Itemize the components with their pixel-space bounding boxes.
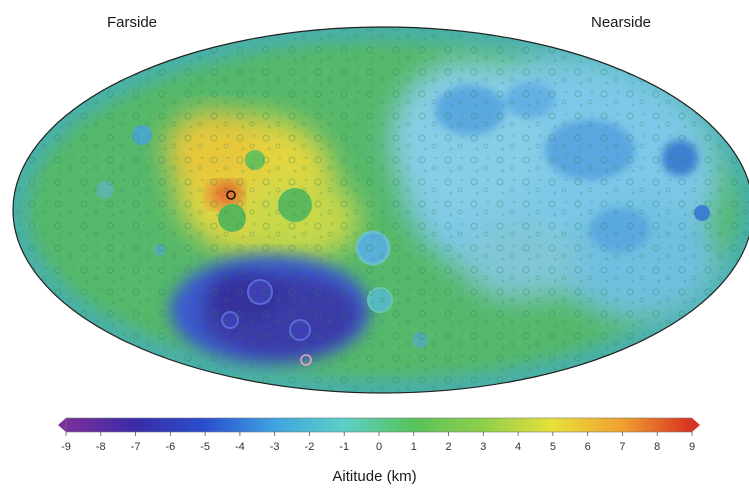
lowest-point-marker [300, 354, 312, 366]
lunar-topography-map [12, 26, 749, 394]
colorbar-tick-label: 6 [584, 441, 591, 453]
highest-point-marker [226, 190, 236, 200]
colorbar-right-arrow [692, 418, 700, 432]
colorbar-tick-label: -4 [234, 441, 245, 453]
colorbar [58, 417, 700, 436]
crater-texture-overlay [13, 27, 749, 393]
colorbar-tick-label: 9 [688, 441, 696, 453]
colorbar-tick-label: -8 [95, 441, 106, 453]
map-outline [12, 26, 749, 394]
colorbar-tick-label: -7 [130, 441, 141, 453]
colorbar-tick-label: 0 [375, 441, 383, 453]
colorbar-tick-label: 4 [515, 441, 522, 453]
colorbar-gradient [65, 417, 693, 433]
colorbar-tick-label: 5 [549, 441, 556, 453]
colorbar-tick-label: 7 [619, 441, 626, 453]
colorbar-tick-label: 3 [480, 441, 487, 453]
farside-label: Farside [107, 14, 158, 31]
colorbar-ticks [65, 432, 693, 436]
colorbar-group [58, 417, 700, 436]
map-surface [13, 27, 749, 393]
colorbar-tick-label: 2 [445, 441, 452, 453]
colorbar-title: Aititude (km) [332, 468, 417, 485]
colorbar-tick-label: -1 [339, 441, 350, 453]
colorbar-tick-label: -5 [200, 441, 210, 453]
colorbar-left-arrow [58, 418, 66, 432]
colorbar-tick-label: -6 [165, 441, 176, 453]
colorbar-tick-label: 8 [654, 441, 661, 453]
colorbar-tick-label: -3 [269, 441, 280, 453]
nearside-label: Nearside [591, 14, 652, 31]
colorbar-tick-label: 1 [410, 441, 417, 453]
colorbar-tick-label: -9 [61, 441, 71, 453]
colorbar-tick-label: -2 [304, 441, 315, 453]
